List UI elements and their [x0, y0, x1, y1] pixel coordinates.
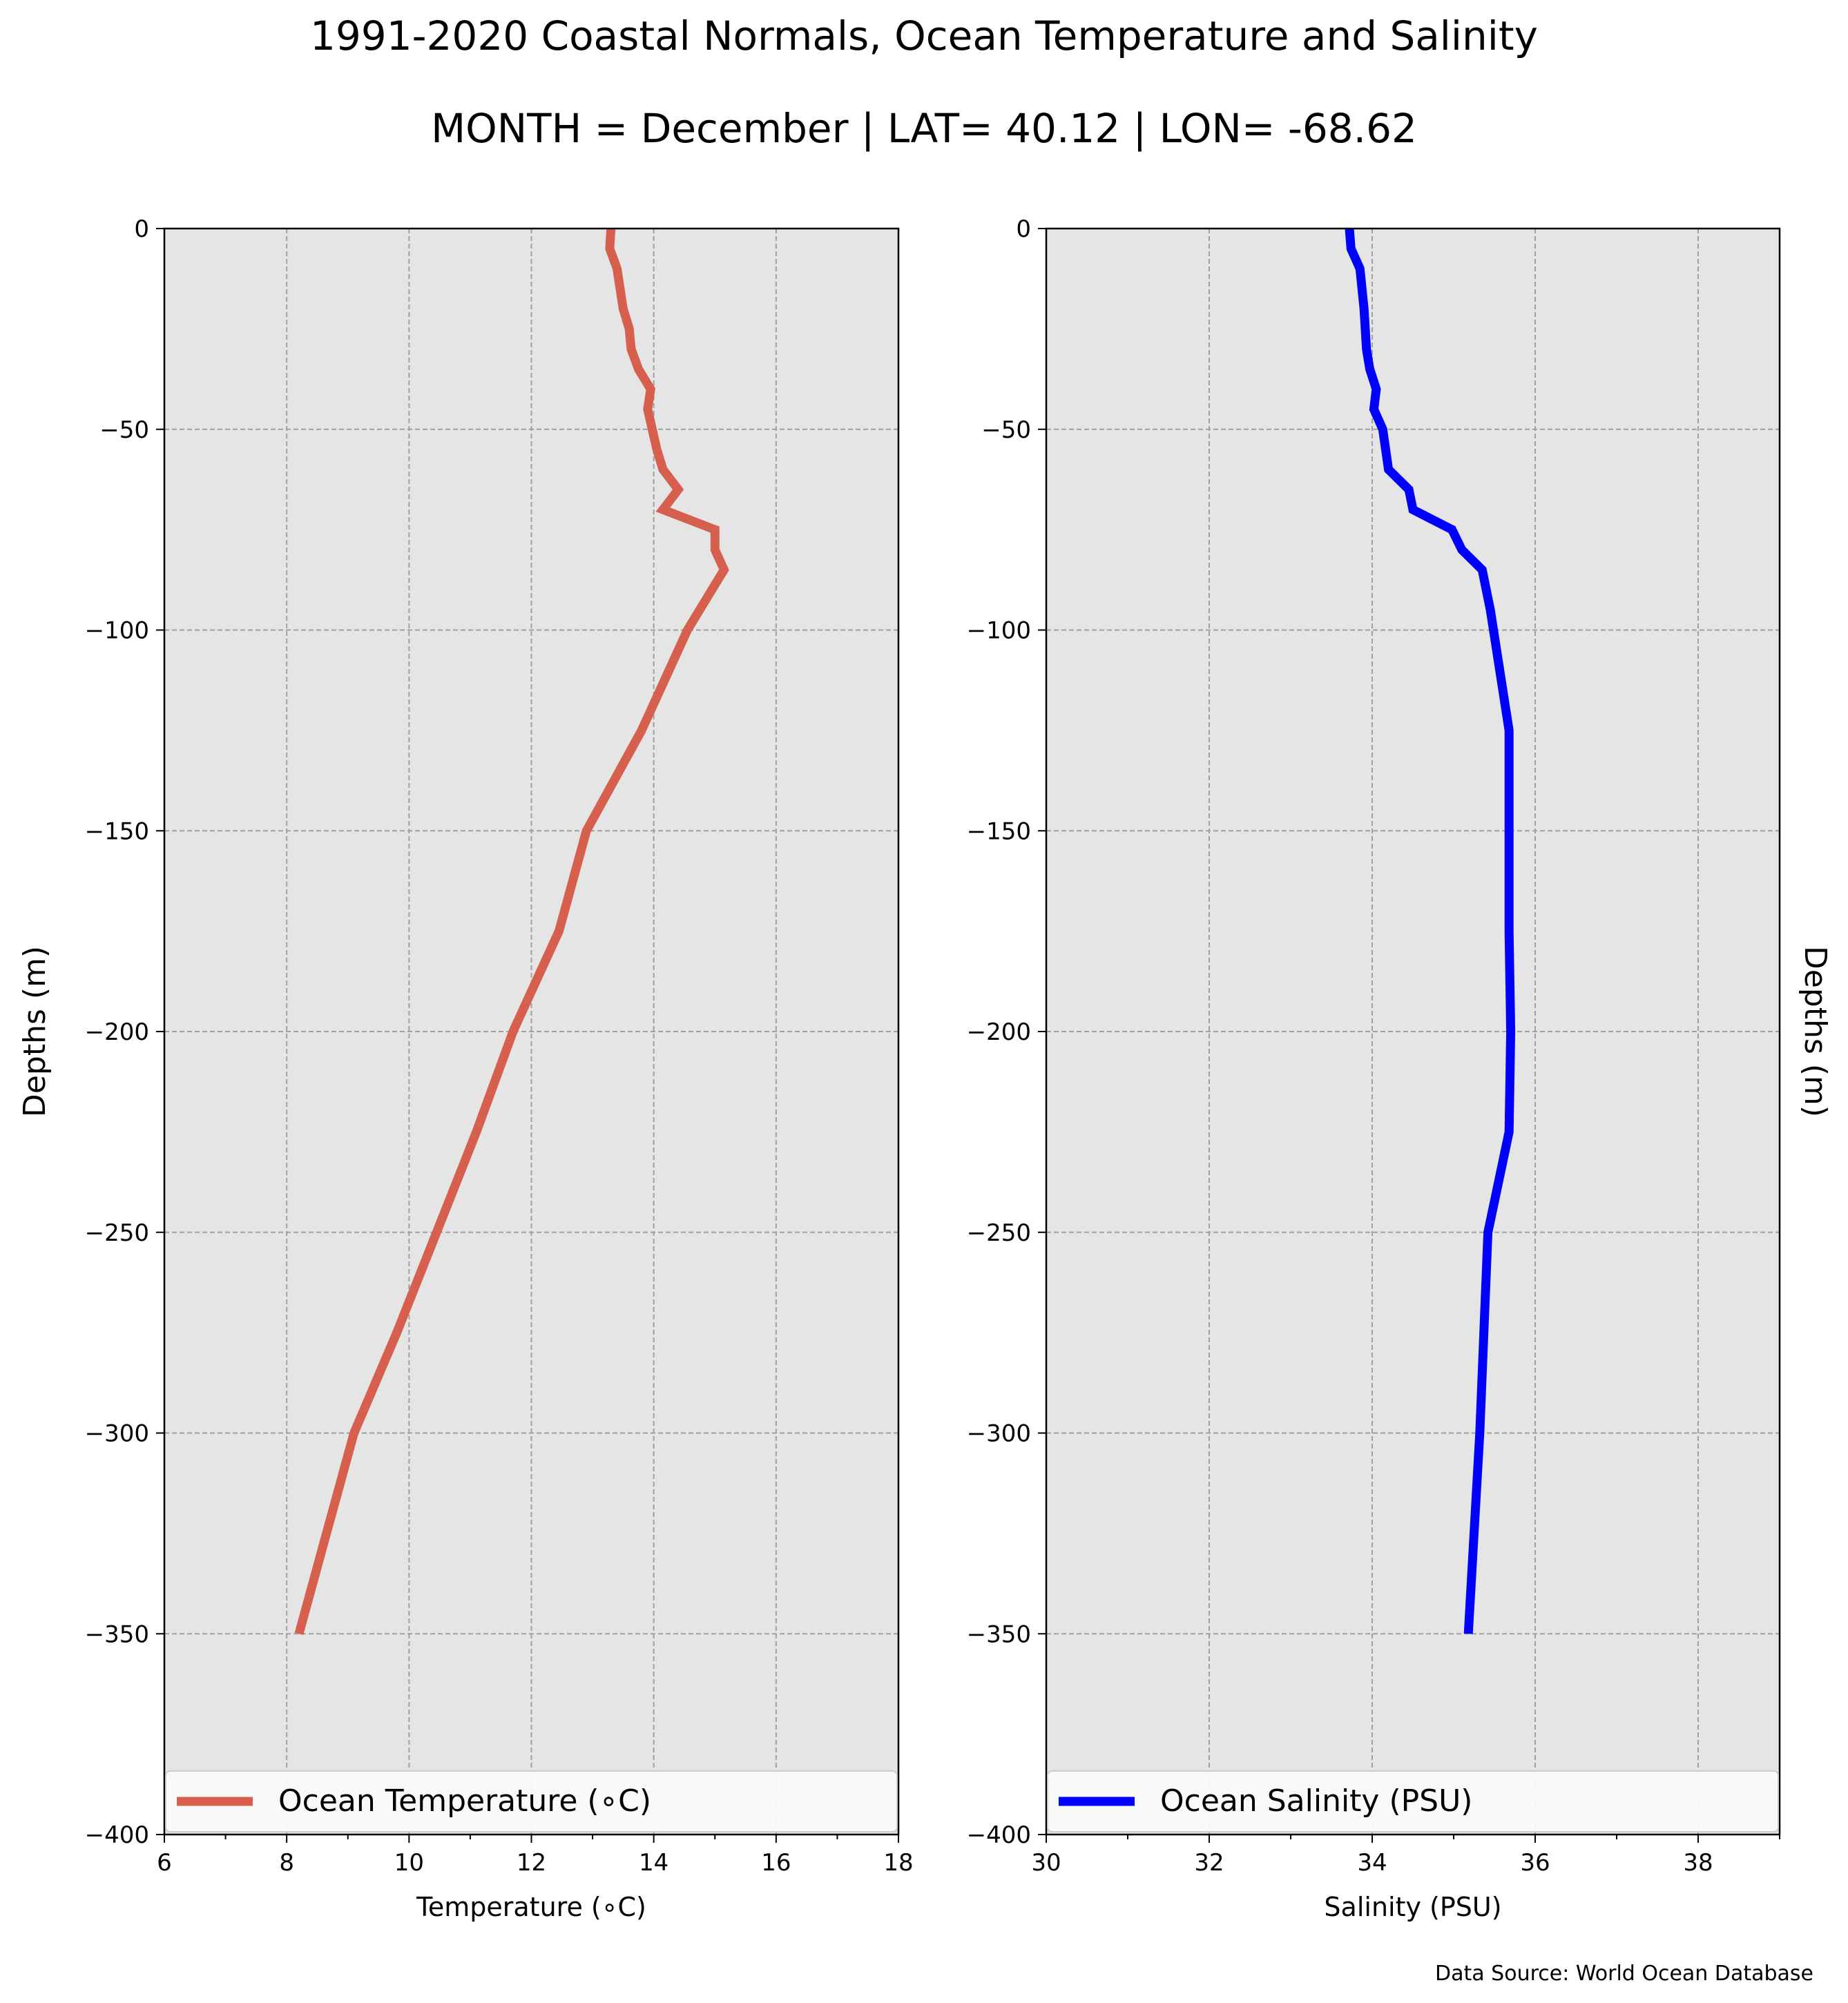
- salinity-panel: 30 32 34 36 38 0 −50 −100 −150 −200 −250 −300 −350 −4…: [967, 215, 1833, 1922]
- legend-label: Ocean Temperature (∘C): [278, 1783, 651, 1819]
- y-axis-label: Depths (m): [1798, 946, 1833, 1117]
- salinity-series-line: [1345, 228, 1516, 1634]
- x-tick-label: 10: [394, 1849, 424, 1877]
- x-axis-label: Temperature (∘C): [416, 1892, 646, 1922]
- legend-box: [1047, 1770, 1779, 1832]
- data-source-note: Data Source: World Ocean Database: [1435, 1962, 1813, 1986]
- x-tick-label: 14: [639, 1849, 668, 1877]
- x-tick-label: 6: [157, 1849, 172, 1877]
- x-tick-label: 12: [517, 1849, 546, 1877]
- y-tick-label: −150: [967, 817, 1031, 845]
- chart-title: 1991-2020 Coastal Normals, Ocean Tempera…: [310, 12, 1538, 59]
- legend: Ocean Salinity (PSU): [1047, 1770, 1779, 1832]
- chart-subtitle: MONTH = December | LAT= 40.12 | LON= -68…: [431, 105, 1417, 152]
- x-tick-label: 34: [1357, 1849, 1387, 1877]
- y-tick-label: −100: [967, 617, 1031, 645]
- x-tick-label: 16: [761, 1849, 791, 1877]
- x-tick-label: 30: [1031, 1849, 1061, 1877]
- x-axis-label: Salinity (PSU): [1324, 1892, 1501, 1922]
- legend-label: Ocean Salinity (PSU): [1160, 1783, 1472, 1819]
- y-tick-label: −400: [85, 1821, 149, 1849]
- legend: Ocean Temperature (∘C): [165, 1770, 898, 1832]
- axes-frame: [163, 227, 900, 1836]
- x-tick-label: 36: [1520, 1849, 1550, 1877]
- y-tick-label: −50: [981, 416, 1031, 444]
- y-tick-label: −300: [85, 1420, 149, 1448]
- y-tick-label: −200: [85, 1018, 149, 1046]
- y-tick-label: −250: [85, 1219, 149, 1247]
- y-tick-label: −150: [85, 817, 149, 845]
- x-tick-label: 38: [1683, 1849, 1713, 1877]
- x-tick-label: 32: [1194, 1849, 1224, 1877]
- y-tick-label: 0: [1016, 215, 1031, 243]
- x-tick-label: 18: [883, 1849, 913, 1877]
- y-tick-label: 0: [134, 215, 149, 243]
- y-tick-label: −50: [99, 416, 149, 444]
- y-tick-label: −350: [967, 1620, 1031, 1648]
- y-tick-label: −350: [85, 1620, 149, 1648]
- y-tick-label: −100: [85, 617, 149, 645]
- axes-frame: [1045, 227, 1781, 1836]
- y-tick-label: −250: [967, 1219, 1031, 1247]
- temperature-series-line: [294, 228, 729, 1636]
- legend-box: [165, 1770, 898, 1832]
- y-axis-label: Depths (m): [17, 946, 52, 1117]
- y-tick-label: −400: [967, 1821, 1031, 1849]
- y-tick-label: −200: [967, 1018, 1031, 1046]
- x-tick-label: 8: [279, 1849, 294, 1877]
- temperature-panel: 6 8 10 12 14 16 18 0 −50 −100 −150 −200 −250 −300 −350…: [17, 215, 914, 1922]
- y-tick-label: −300: [967, 1420, 1031, 1448]
